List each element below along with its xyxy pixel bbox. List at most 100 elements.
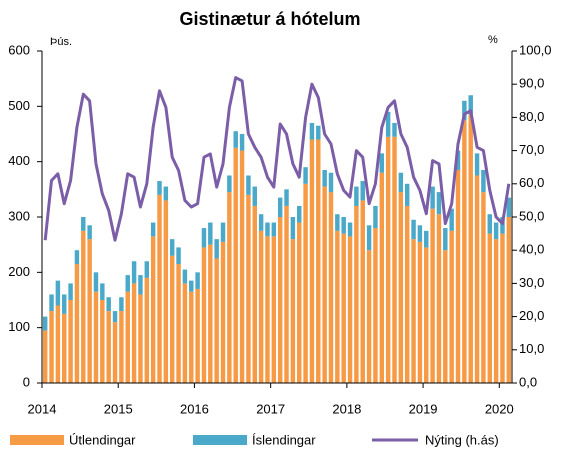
y2-axis-label: % (488, 34, 498, 46)
bar (366, 250, 372, 383)
bar (150, 236, 156, 383)
bar (246, 175, 251, 195)
x-tick-label: 2019 (409, 401, 438, 416)
bar (487, 214, 492, 234)
bar (322, 186, 327, 383)
bar (189, 280, 194, 292)
x-tick-label: 2020 (485, 401, 514, 416)
bar (239, 150, 245, 383)
bar (474, 153, 480, 176)
x-tick-label: 2015 (104, 401, 133, 416)
bar (81, 230, 86, 383)
bar (392, 136, 397, 383)
bar (297, 222, 302, 383)
y2-tick-label: 30,0 (519, 275, 544, 290)
bar (112, 322, 118, 383)
bar (411, 239, 416, 383)
bar (49, 294, 54, 312)
bar (430, 186, 435, 209)
bar (220, 222, 226, 242)
bar (430, 208, 435, 383)
bar (220, 241, 226, 383)
bar (125, 275, 130, 292)
bar (424, 247, 429, 383)
bar (404, 183, 410, 206)
bar (93, 272, 99, 292)
bar (119, 297, 124, 312)
bar (404, 205, 410, 383)
bar (500, 233, 505, 383)
bar (354, 205, 359, 383)
bar (398, 172, 404, 193)
bar (436, 192, 442, 215)
bar (284, 205, 289, 383)
bar (417, 241, 423, 383)
bar (360, 181, 365, 201)
bar (233, 147, 238, 383)
bar (506, 197, 512, 217)
bar (443, 250, 448, 383)
bar (176, 264, 181, 383)
bar (316, 125, 321, 140)
y2-tick-label: 60,0 (519, 175, 544, 190)
bar (233, 131, 238, 148)
bar (208, 244, 213, 383)
y2-tick-label: 90,0 (519, 76, 544, 91)
bar (341, 233, 346, 383)
bar (119, 311, 124, 383)
x-tick-label: 2014 (28, 401, 57, 416)
bar (506, 217, 512, 383)
bar (493, 239, 499, 383)
bar (481, 169, 486, 193)
bar (144, 277, 150, 383)
bar (150, 222, 156, 237)
bar (265, 236, 270, 383)
bar (68, 300, 73, 383)
x-tick-label: 2017 (256, 401, 285, 416)
bar (335, 230, 340, 383)
bar (271, 222, 277, 237)
bar (316, 139, 321, 383)
bar (239, 134, 245, 151)
bar (81, 217, 86, 231)
bar (455, 169, 461, 383)
bar (93, 291, 99, 383)
x-tick-label: 2016 (180, 401, 209, 416)
bar (42, 316, 48, 331)
bar (246, 194, 251, 383)
bar (303, 183, 308, 383)
y2-tick-label: 100,0 (519, 42, 552, 57)
bar (328, 192, 334, 383)
bar (462, 120, 467, 384)
y2-tick-label: 20,0 (519, 308, 544, 323)
bar (347, 236, 353, 383)
bar (335, 214, 340, 231)
legend-label: Nýting (h.ás) (425, 432, 499, 447)
bar (354, 186, 359, 206)
bar (74, 264, 80, 383)
x-tick-label: 2018 (332, 401, 361, 416)
bar (62, 313, 67, 383)
bar (182, 269, 188, 284)
bar (271, 236, 277, 383)
bar (366, 225, 372, 251)
bar (214, 239, 219, 259)
bar (125, 291, 130, 383)
bar (500, 217, 505, 234)
bar (106, 311, 111, 383)
bar (182, 283, 188, 383)
bar (328, 172, 334, 193)
bar (49, 311, 54, 383)
bar (411, 219, 416, 240)
bar (252, 205, 257, 383)
bar (157, 194, 162, 383)
bar (42, 330, 48, 383)
bar (87, 225, 92, 240)
bar (62, 294, 67, 314)
bar (144, 261, 150, 278)
bar (468, 114, 473, 383)
legend-swatch (10, 435, 64, 445)
bar (208, 222, 213, 245)
bar (379, 172, 385, 383)
y-tick-label: 500 (8, 98, 30, 113)
